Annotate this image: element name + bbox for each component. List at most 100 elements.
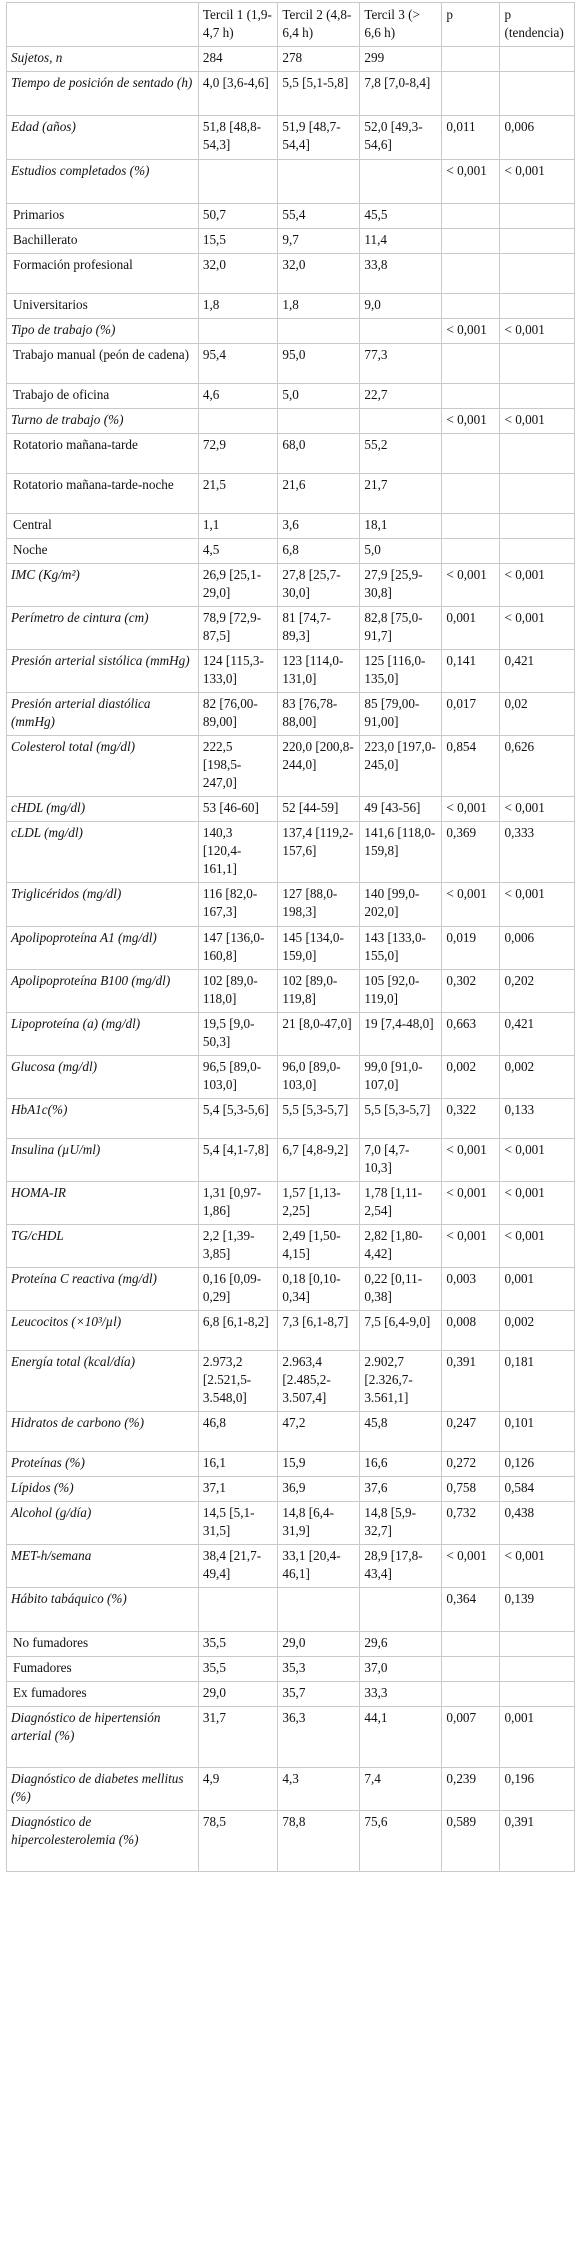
table-cell: 0,006 (499, 115, 575, 160)
table-cell: < 0,001 (499, 1138, 575, 1182)
row-label: Sujetos, n (6, 46, 199, 72)
table-cell (499, 343, 575, 384)
table-cell: 102 [89,0-118,0] (197, 969, 279, 1013)
table-cell (197, 318, 279, 344)
row-label: Rotatorio mañana-tarde-noche (6, 473, 199, 514)
table-cell: 5,5 [5,1-5,8] (277, 71, 361, 116)
table-cell: 0,391 (441, 1350, 501, 1412)
table-cell (499, 71, 575, 116)
table-cell: 1,78 [1,11-2,54] (359, 1181, 443, 1225)
table-cell (277, 1587, 361, 1632)
table-cell: 1,1 (197, 513, 279, 539)
table-cell: 0,002 (441, 1055, 501, 1099)
table-cell: 18,1 (359, 513, 443, 539)
table-cell: 33,1 [20,4-46,1] (277, 1544, 361, 1588)
table-cell: 95,0 (277, 343, 361, 384)
table-cell: 4,6 (197, 383, 279, 409)
header-cell: Tercil 1 (1,9-4,7 h) (197, 2, 279, 47)
table-cell: 35,7 (277, 1681, 361, 1707)
table-cell: 4,0 [3,6-4,6] (197, 71, 279, 116)
table-cell: < 0,001 (441, 408, 501, 434)
table-cell: 6,8 (277, 538, 361, 564)
table-cell: 5,4 [5,3-5,6] (197, 1098, 279, 1139)
table-cell: < 0,001 (499, 1224, 575, 1268)
table-cell: 2,49 [1,50-4,15] (277, 1224, 361, 1268)
table-cell: 26,9 [25,1-29,0] (197, 563, 279, 607)
table-cell: 0,391 (499, 1810, 575, 1872)
table-row: Diagnóstico de hipertensión arterial (%)… (6, 1706, 575, 1768)
row-label: Perímetro de cintura (cm) (6, 606, 199, 650)
table-cell (441, 383, 501, 409)
table-cell: < 0,001 (499, 408, 575, 434)
table-cell: 82 [76,00-89,00] (197, 692, 279, 736)
table-cell: < 0,001 (441, 318, 501, 344)
table-cell: 21 [8,0-47,0] (277, 1012, 361, 1056)
table-cell: 299 (359, 46, 443, 72)
row-label: TG/cHDL (6, 1224, 199, 1268)
table-cell: 127 [88,0-198,3] (277, 882, 361, 927)
table-cell (359, 318, 443, 344)
table-cell: < 0,001 (499, 159, 575, 204)
table-cell: 0,584 (499, 1476, 575, 1502)
header-cell: p (tendencia) (499, 2, 575, 47)
table-cell: 85 [79,00-91,00] (359, 692, 443, 736)
table-cell: 143 [133,0-155,0] (359, 926, 443, 970)
table-cell: 49 [43-56] (359, 796, 443, 822)
table-cell: 83 [76,78-88,00] (277, 692, 361, 736)
table-cell: 0,16 [0,09-0,29] (197, 1267, 279, 1311)
table-cell: 15,5 (197, 228, 279, 254)
table-row: Noche 4,5 6,8 5,0 (6, 538, 575, 564)
table-cell (499, 228, 575, 254)
table-cell: 0,141 (441, 649, 501, 693)
table-cell: 0,854 (441, 735, 501, 797)
table-cell: 31,7 (197, 1706, 279, 1768)
row-label: Colesterol total (mg/dl) (6, 735, 199, 797)
table-cell: 9,0 (359, 293, 443, 319)
table-cell: 6,7 [4,8-9,2] (277, 1138, 361, 1182)
header-cell (6, 2, 199, 47)
table-cell: 37,1 (197, 1476, 279, 1502)
table-cell: < 0,001 (441, 1224, 501, 1268)
row-label: Energía total (kcal/día) (6, 1350, 199, 1412)
table-row: Presión arterial sistólica (mmHg) 124 [11… (6, 649, 575, 693)
row-label: IMC (Kg/m²) (6, 563, 199, 607)
table-cell: < 0,001 (499, 1544, 575, 1588)
table-row: Colesterol total (mg/dl) 222,5 [198,5-247… (6, 735, 575, 797)
table-cell: 0,006 (499, 926, 575, 970)
table-cell (499, 46, 575, 72)
row-label: HbA1c(%) (6, 1098, 199, 1139)
table-cell: 77,3 (359, 343, 443, 384)
table-cell: 284 (197, 46, 279, 72)
row-label: Glucosa (mg/dl) (6, 1055, 199, 1099)
table-cell: 14,8 [5,9-32,7] (359, 1501, 443, 1545)
row-label: Diagnóstico de hipertensión arterial (%) (6, 1706, 199, 1768)
row-label: Diagnóstico de diabetes mellitus (%) (6, 1767, 199, 1811)
row-label: Rotatorio mañana-tarde (6, 433, 199, 474)
table-cell: 14,8 [6,4-31,9] (277, 1501, 361, 1545)
table-cell: 11,4 (359, 228, 443, 254)
table-cell (359, 159, 443, 204)
table-cell: 68,0 (277, 433, 361, 474)
table-cell (499, 1656, 575, 1682)
table-cell: 45,5 (359, 203, 443, 229)
data-table: Tercil 1 (1,9-4,7 h) Tercil 2 (4,8-6,4 h… (6, 2, 575, 1872)
table-cell: 2.963,4 [2.485,2-3.507,4] (277, 1350, 361, 1412)
row-label: Ex fumadores (6, 1681, 199, 1707)
table-cell: 5,4 [4,1-7,8] (197, 1138, 279, 1182)
row-label: Presión arterial sistólica (mmHg) (6, 649, 199, 693)
table-cell (359, 408, 443, 434)
table-cell: 82,8 [75,0-91,7] (359, 606, 443, 650)
table-cell: 5,5 [5,3-5,7] (359, 1098, 443, 1139)
table-cell: 52,0 [49,3-54,6] (359, 115, 443, 160)
table-cell (441, 293, 501, 319)
table-cell: 33,8 (359, 253, 443, 294)
table-cell: 0,011 (441, 115, 501, 160)
table-cell: 0,18 [0,10-0,34] (277, 1267, 361, 1311)
table-cell: 35,5 (197, 1631, 279, 1657)
table-cell: 35,5 (197, 1656, 279, 1682)
table-cell: 52 [44-59] (277, 796, 361, 822)
row-label: Formación profesional (6, 253, 199, 294)
table-cell: 7,5 [6,4-9,0] (359, 1310, 443, 1351)
table-cell: 46,8 (197, 1411, 279, 1452)
table-cell: 223,0 [197,0-245,0] (359, 735, 443, 797)
